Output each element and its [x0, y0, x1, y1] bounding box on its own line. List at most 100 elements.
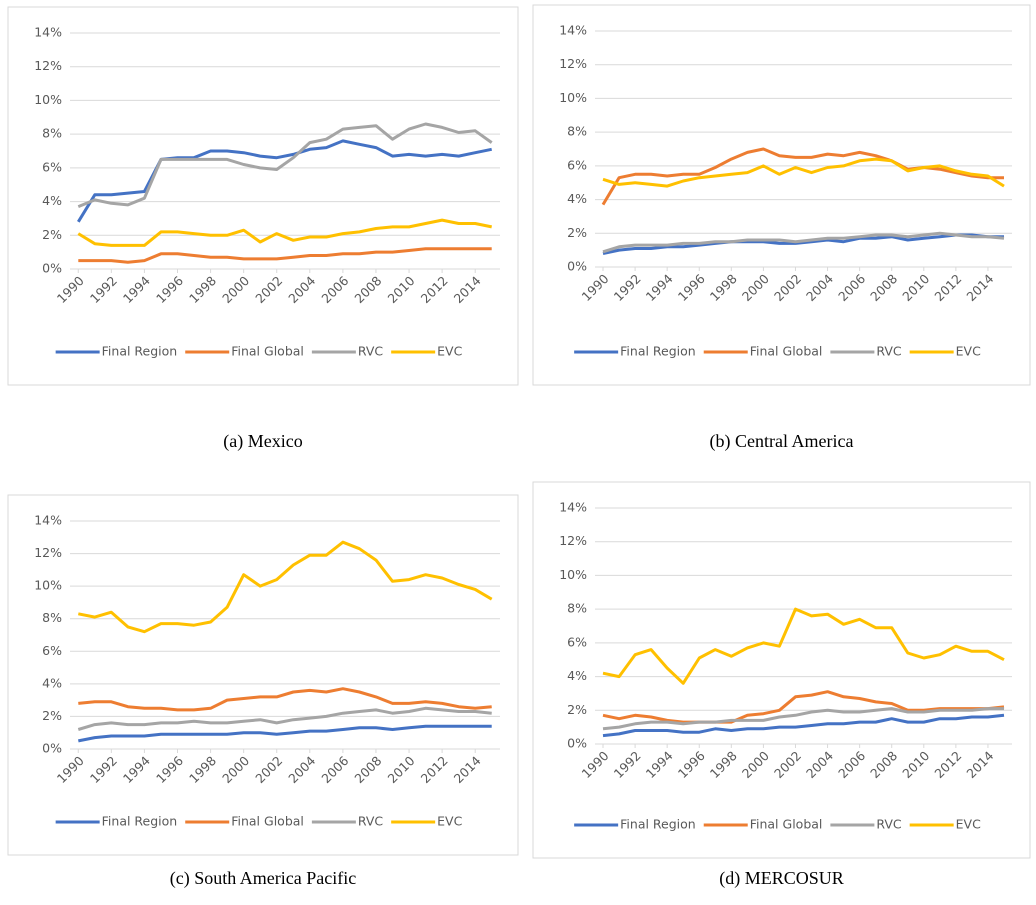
caption: (d) MERCOSUR	[719, 868, 844, 889]
x-tick-label: 1992	[611, 748, 644, 781]
y-tick-label: 12%	[34, 545, 62, 560]
legend: Final Region Final Global RVC EVC	[574, 817, 981, 832]
x-tick-label: 2012	[418, 273, 451, 306]
x-tick-label: 1994	[643, 748, 676, 781]
x-tick-label: 1994	[643, 271, 676, 304]
x-tick-label: 2012	[418, 753, 451, 786]
y-tick-label: 4%	[567, 668, 587, 683]
x-tick-label: 2010	[899, 271, 932, 304]
x-tick-label: 1992	[87, 753, 120, 786]
y-tick-label: 12%	[559, 56, 587, 71]
y-tick-label: 8%	[42, 126, 62, 141]
series-line	[602, 233, 1004, 255]
x-tick-label: 2012	[931, 748, 964, 781]
legend-label: Final Region	[620, 344, 696, 359]
caption: (c) South America Pacific	[170, 868, 356, 889]
legend-label: Final Global	[231, 344, 304, 359]
x-tick-label: 1996	[675, 748, 708, 781]
y-tick-label: 0%	[42, 261, 62, 276]
legend-label: RVC	[876, 817, 902, 832]
x-tick-label: 1992	[611, 271, 644, 304]
series-line	[602, 690, 1005, 724]
x-tick-label: 1990	[54, 753, 87, 786]
y-tick-label: 6%	[42, 159, 62, 174]
panel-border	[7, 494, 519, 856]
y-tick-label: 8%	[567, 601, 587, 616]
x-tick-label: 2000	[739, 748, 772, 781]
panel-border	[7, 6, 519, 386]
y-tick-label: 0%	[567, 736, 587, 751]
legend-label: RVC	[358, 344, 384, 359]
x-tick-label: 1998	[186, 273, 219, 306]
x-tick-label: 2004	[803, 748, 836, 781]
y-tick-label: 2%	[567, 702, 587, 717]
caption: (a) Mexico	[223, 431, 302, 452]
y-tick-label: 6%	[567, 634, 587, 649]
x-tick-label: 2006	[318, 753, 351, 786]
x-tick-label: 1996	[153, 273, 186, 306]
x-tick-label: 2000	[739, 271, 772, 304]
y-tick-label: 2%	[42, 227, 62, 242]
x-tick-label: 2008	[867, 748, 900, 781]
x-tick-label: 2002	[252, 273, 285, 306]
panel-border	[532, 4, 1031, 386]
legend-label: Final Global	[750, 344, 823, 359]
legend-label: RVC	[358, 814, 384, 829]
x-tick-label: 2004	[285, 273, 318, 306]
x-tick-label: 1990	[54, 273, 87, 306]
y-tick-label: 8%	[42, 610, 62, 625]
x-tick-label: 2014	[451, 753, 484, 786]
x-tick-label: 2006	[835, 748, 868, 781]
series-line	[602, 707, 1004, 731]
y-tick-label: 12%	[559, 533, 587, 548]
y-tick-label: 14%	[34, 513, 62, 528]
x-tick-label: 1994	[120, 753, 153, 786]
x-tick-label: 1998	[707, 748, 740, 781]
x-tick-label: 1998	[707, 271, 740, 304]
panel-border	[532, 481, 1031, 859]
x-tick-label: 2002	[252, 753, 285, 786]
legend-label: Final Region	[620, 817, 696, 832]
legend: Final Region Final Global RVC EVC	[574, 344, 981, 359]
x-tick-label: 2010	[385, 273, 418, 306]
series-line	[602, 231, 1005, 254]
legend-label: Final Global	[750, 817, 823, 832]
y-tick-label: 6%	[42, 643, 62, 658]
caption: (b) Central America	[710, 431, 854, 452]
x-tick-label: 2000	[219, 273, 252, 306]
x-tick-label: 2000	[219, 753, 252, 786]
legend-label: EVC	[437, 344, 462, 359]
y-tick-label: 0%	[42, 741, 62, 756]
legend-label: EVC	[956, 344, 981, 359]
y-tick-label: 2%	[567, 225, 587, 240]
y-tick-label: 6%	[567, 157, 587, 172]
x-tick-label: 2004	[803, 271, 836, 304]
x-tick-label: 2008	[351, 753, 384, 786]
legend-label: RVC	[876, 344, 902, 359]
series-line	[77, 139, 493, 223]
y-tick-label: 2%	[42, 708, 62, 723]
legend: Final Region Final Global RVC EVC	[55, 344, 463, 359]
series-line	[602, 607, 1005, 685]
y-tick-label: 12%	[34, 58, 62, 73]
legend-label: Final Region	[102, 814, 178, 829]
y-tick-label: 4%	[42, 675, 62, 690]
y-tick-label: 10%	[34, 578, 62, 593]
x-tick-label: 1998	[186, 753, 219, 786]
x-tick-label: 1990	[579, 748, 612, 781]
x-tick-label: 2008	[867, 271, 900, 304]
x-tick-label: 2010	[899, 748, 932, 781]
legend-label: EVC	[956, 817, 981, 832]
series-line	[602, 713, 1005, 738]
series-line	[77, 122, 493, 208]
series-line	[601, 147, 1004, 206]
y-tick-label: 10%	[559, 567, 587, 582]
x-tick-label: 2012	[931, 271, 964, 304]
x-tick-label: 2006	[318, 273, 351, 306]
series-line	[78, 724, 492, 743]
x-tick-label: 1994	[120, 273, 153, 306]
x-tick-label: 2006	[835, 271, 868, 304]
series-line	[78, 540, 493, 634]
series-line	[77, 706, 492, 731]
